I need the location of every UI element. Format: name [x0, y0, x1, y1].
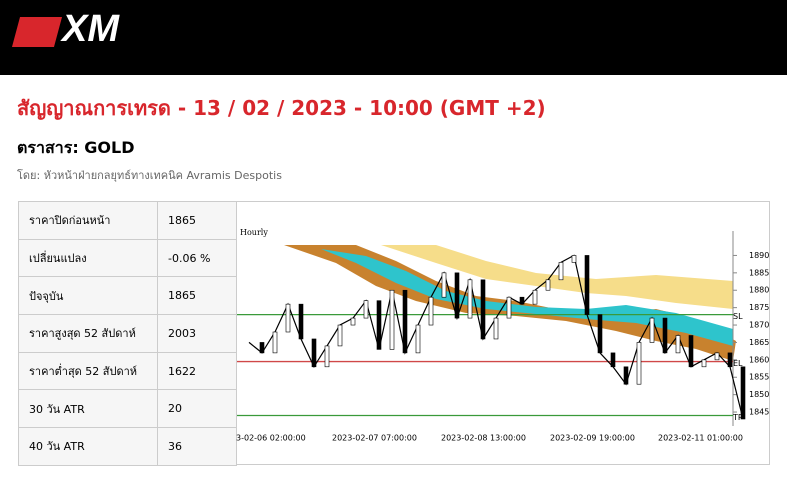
candle — [662, 317, 668, 354]
logo: XM — [62, 8, 119, 50]
y-tick-label: 1880 — [749, 286, 769, 295]
cell: -0.06 % — [157, 238, 237, 278]
header: XM — [0, 0, 787, 75]
candle — [259, 342, 265, 354]
candle — [532, 289, 538, 305]
candle — [675, 335, 681, 354]
candle — [584, 255, 590, 315]
row: ราคาสูงสุด 52 สัปดาห์ 2003 — [18, 314, 237, 353]
timeframe: Hourly — [240, 228, 268, 237]
cell: 1865 — [157, 201, 237, 240]
candle — [558, 262, 564, 281]
candle — [324, 345, 330, 368]
cell: 30 วัน ATR — [18, 389, 158, 429]
candle — [480, 279, 486, 340]
cell: 1622 — [157, 351, 237, 391]
y-tick-label: 1860 — [749, 355, 769, 364]
candle — [376, 300, 382, 350]
candle — [571, 255, 577, 263]
candle — [285, 303, 291, 333]
x-tick-label: 2023-02-07 07:00:00 — [332, 434, 417, 443]
row: ราคาต่ำสุด 52 สัปดาห์ 1622 — [18, 351, 237, 391]
x-tick-label: 2023-02-08 13:00:00 — [441, 434, 526, 443]
cell: ราคาปิดก่อนหน้า — [18, 201, 158, 240]
candle — [363, 300, 369, 319]
chart: Hourly 1845 1850 1855 1860 1865 1870 1875 1880 1… — [236, 201, 770, 465]
cell: เปลี่ยนแปลง — [18, 238, 158, 278]
cell: ปัจจุบัน — [18, 276, 158, 316]
x-tick-label: 2023-02-09 19:00:00 — [550, 434, 635, 443]
row: ราคาปิดก่อนหน้า 1865 — [18, 201, 237, 240]
candle — [350, 317, 356, 326]
band — [381, 245, 733, 309]
cell: 2003 — [157, 314, 237, 353]
candle — [415, 324, 421, 354]
band — [321, 249, 733, 346]
level-label: SL — [733, 312, 743, 321]
candle — [714, 352, 720, 361]
candle — [636, 342, 642, 385]
candle — [311, 338, 317, 368]
row: เปลี่ยนแปลง -0.06 % — [18, 238, 237, 278]
row: ปัจจุบัน 1865 — [18, 276, 237, 316]
candle — [610, 352, 616, 368]
candle — [506, 296, 512, 319]
candle — [272, 331, 278, 354]
candle — [740, 366, 746, 420]
cell: 36 — [157, 427, 237, 466]
level-label: EL — [733, 359, 743, 368]
author: โดย: หัวหน้าฝ่ายกลยุทธ์ทางเทคนิค Avramis… — [17, 169, 282, 182]
stats-table: ราคาปิดก่อนหน้า 1865 เปลี่ยนแปลง -0.06 % ปัจ… — [18, 201, 237, 466]
y-tick-label: 1855 — [749, 373, 769, 382]
row: 30 วัน ATR 20 — [18, 389, 237, 429]
y-tick-label: 1870 — [749, 321, 769, 330]
cell: ราคาต่ำสุด 52 สัปดาห์ — [18, 351, 158, 391]
candle — [688, 335, 694, 368]
cell: 1865 — [157, 276, 237, 316]
candle — [727, 352, 733, 368]
candle — [467, 279, 473, 319]
candle — [428, 296, 434, 326]
candle — [623, 366, 629, 385]
candle — [454, 272, 460, 319]
y-tick-label: 1885 — [749, 268, 769, 277]
cell: ราคาสูงสุด 52 สัปดาห์ — [18, 314, 158, 353]
y-tick-label: 1845 — [749, 408, 769, 417]
candle — [649, 317, 655, 343]
candle — [337, 324, 343, 347]
candle — [545, 279, 551, 291]
candle — [597, 314, 603, 354]
y-tick-label: 1875 — [749, 303, 769, 312]
candle — [298, 303, 304, 340]
candle — [493, 317, 499, 340]
level-label: TP — [732, 413, 743, 422]
candle — [402, 289, 408, 354]
title: สัญญาณการเทรด - 13 / 02 / 2023 - 10:00 (… — [17, 96, 546, 120]
cell: 20 — [157, 389, 237, 429]
candle — [701, 359, 707, 368]
candle — [389, 289, 395, 350]
x-tick-label: 3-02-06 02:00:00 — [236, 434, 306, 443]
instrument: ตราสาร: GOLD — [17, 138, 135, 157]
y-tick-label: 1865 — [749, 338, 769, 347]
candle — [519, 296, 525, 305]
y-tick-label: 1850 — [749, 390, 769, 399]
y-tick-label: 1890 — [749, 251, 769, 260]
cell: 40 วัน ATR — [18, 427, 158, 466]
x-tick-label: 2023-02-11 01:00:00 — [658, 434, 743, 443]
logo-mark — [11, 17, 63, 47]
candle — [441, 272, 447, 298]
row: 40 วัน ATR 36 — [18, 427, 237, 466]
